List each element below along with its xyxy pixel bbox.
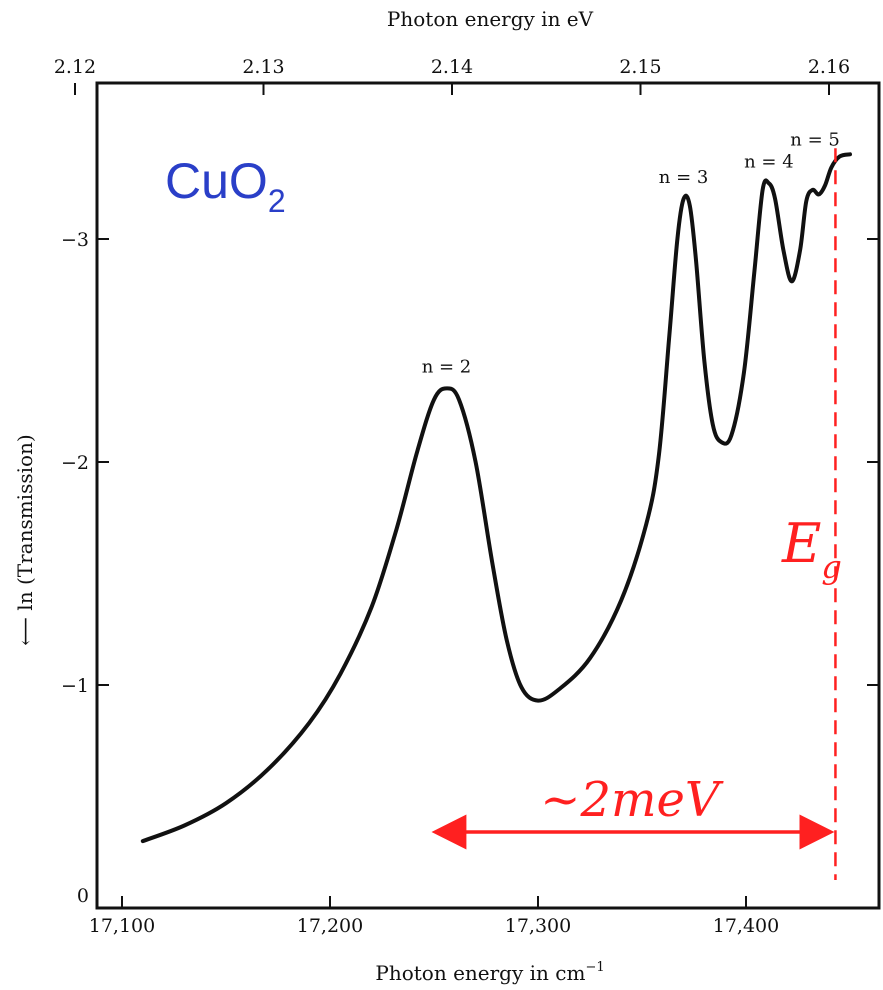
x-tick-label: 17,400 [713, 915, 779, 937]
x2-tick-labels: 2.12 2.13 2.14 2.15 2.16 [54, 56, 850, 78]
y-tick-labels: 0 −1 −2 −3 [61, 229, 89, 907]
peak-label: n = 2 [422, 356, 472, 377]
x-tick-label: 17,300 [505, 915, 571, 937]
x2-tick-label: 2.12 [54, 56, 96, 78]
plot-frame [95, 81, 881, 910]
series-line [140, 152, 852, 844]
x2-axis-title: Photon energy in eV [387, 7, 594, 31]
band-gap-label: Eg [781, 512, 842, 586]
x-axis-title: Photon energy in cm−1 [375, 960, 604, 985]
band-gap-subscript: g [821, 548, 841, 586]
peak-labels: n = 2 n = 3 n = 4n = 5 [422, 129, 840, 377]
energy-gap-label: ~2meV [540, 772, 724, 828]
y-tick-label: −3 [61, 229, 89, 251]
material-main: CuO [165, 153, 268, 209]
x2-tick-label: 2.13 [242, 56, 284, 78]
y-tick-label: −2 [61, 452, 89, 474]
x-tick-label: 17,100 [89, 915, 155, 937]
x2-tick-label: 2.16 [808, 56, 850, 78]
x-tick-labels: 17,100 17,200 17,300 17,400 [89, 915, 779, 937]
y-tick-label: 0 [77, 885, 89, 907]
peak-label: n = 4 [744, 151, 794, 172]
x2-tick-label: 2.14 [431, 56, 473, 78]
x-axis-title-text: Photon energy in cm [375, 961, 585, 985]
material-subscript: 2 [268, 183, 286, 219]
material-label: CuO2 [165, 153, 286, 219]
x2-tick-label: 2.15 [619, 56, 661, 78]
y-axis-title: ⟵ ln (Transmission) [13, 434, 37, 645]
band-gap-symbol: E [781, 512, 821, 575]
x-tick-label: 17,200 [297, 915, 363, 937]
peak-label: n = 5 [790, 129, 840, 150]
x-axis-title-superscript: −1 [585, 960, 604, 975]
tick-marks [74, 83, 879, 908]
peak-label: n = 3 [659, 167, 709, 188]
y-tick-label: −1 [61, 675, 89, 697]
